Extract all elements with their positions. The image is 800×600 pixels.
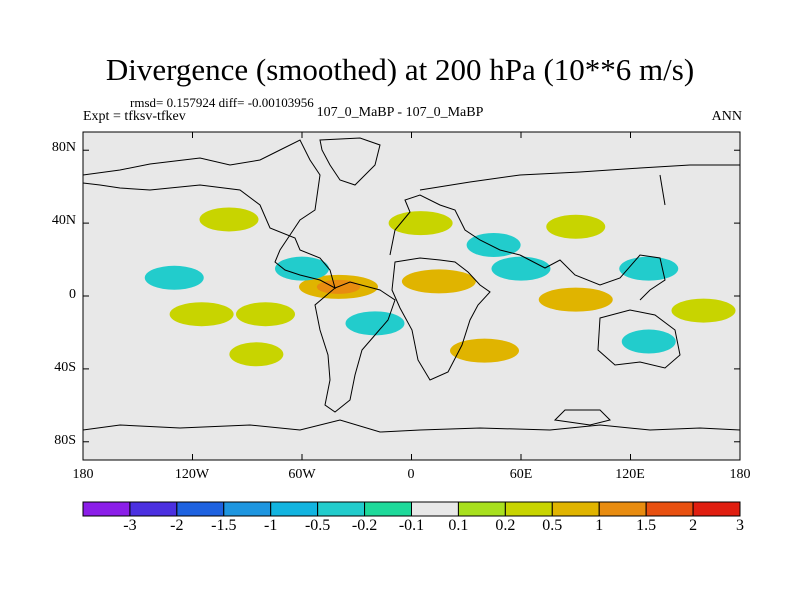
x-tick-60w: 60W [288,467,316,482]
y-tick-40n: 40N [51,213,76,228]
colorbar-label-11: 1.5 [636,517,657,534]
colorbar-label-5: -0.2 [351,517,378,534]
divergence-cell-7 [388,211,453,236]
y-tick-80n: 80N [51,140,76,155]
stats-text: rmsd= 0.157924 diff= -0.00103956 [130,95,314,110]
colorbar-swatch-11 [598,501,647,517]
divergence-core-3 [418,274,460,289]
divergence-cell-11 [144,265,204,290]
y-tick-40s: 40S [54,360,76,375]
map-background [83,132,740,460]
colorbar-swatch-7 [411,501,459,517]
colorbar-swatch-4 [270,501,319,517]
x-tick-180e: 180 [729,467,751,482]
coastline-europe [389,194,521,256]
coastlines [83,137,740,433]
coastline-antarctica [83,419,740,433]
divergence-cell-16 [466,232,521,257]
divergence-cell-1 [236,302,295,327]
coastline-north-america [83,139,336,289]
divergence-cell-8 [546,214,606,239]
colorbar-label-2: -1.5 [211,517,237,534]
colorbar-label-4: -0.5 [304,517,331,534]
divergence-cell-10 [229,342,284,367]
season-label: ANN [711,109,742,124]
divergence-core-9 [465,343,504,358]
divergence-cell-0 [169,302,234,327]
y-tick-80s: 80S [54,433,76,448]
colorbar-swatch-8 [457,501,506,517]
divergence-cell-5 [671,298,736,323]
colorbar-swatch-6 [364,501,413,517]
colorbar-label-1: -2 [170,517,184,534]
colorbar-swatch-13 [692,501,741,517]
coastline-greenland [319,137,381,186]
y-tick-0: 0 [69,287,76,302]
colorbar-swatch-0 [82,501,131,517]
colorbar-label-6: -0.1 [398,517,425,534]
coastline-antarctic-islands [553,409,611,426]
colorbar-swatch-2 [176,501,225,517]
colorbar-label-0: -3 [123,517,137,534]
colorbar-label-12: 2 [689,517,698,534]
colorbar-swatch-3 [223,501,272,517]
experiment-label: Expt = tfksv-tfkev [83,109,186,124]
divergence-cell-13 [345,311,405,336]
colorbar-label-7: 0.1 [448,517,469,534]
divergence-cell-12 [275,256,329,281]
colorbar-label-8: 0.2 [495,517,516,534]
divergence-core-4 [555,292,597,307]
experiment-name: 107_0_MaBP - 107_0_MaBP [316,105,484,120]
coastline-asia [419,164,740,301]
coastline-africa [391,257,491,381]
axis-ticks [82,132,741,460]
colorbar-label-9: 0.5 [542,517,563,534]
plot-title: Divergence (smoothed) at 200 hPa (10**6 … [105,52,695,87]
x-tick-120e: 120E [615,467,645,482]
colorbar-label-13: 3 [736,517,744,534]
colorbar [82,501,741,517]
divergence-cell-17 [621,329,676,354]
colorbar-label-3: -1 [264,517,278,534]
colorbar-swatch-1 [129,501,178,517]
coastline-australia [597,309,681,369]
colorbar-label-10: 1 [595,517,604,534]
divergence-cell-6 [199,207,259,232]
coastline-south-america [314,281,396,413]
divergence-field [144,207,736,367]
x-tick-0: 0 [407,467,415,482]
colorbar-swatch-12 [645,501,694,517]
colorbar-swatch-10 [551,501,600,517]
colorbar-swatch-5 [317,501,366,517]
colorbar-swatch-9 [504,501,553,517]
x-tick-180w: 180 [72,467,94,482]
x-tick-60e: 60E [509,467,533,482]
divergence-cell-14 [491,256,551,281]
x-tick-120w: 120W [174,467,210,482]
